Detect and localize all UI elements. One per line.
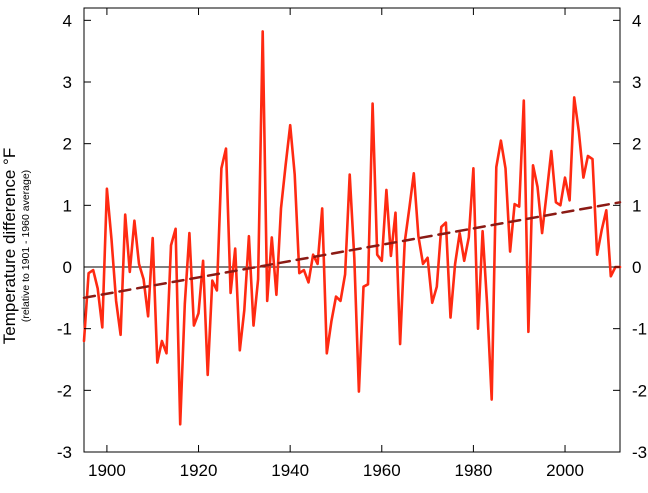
ticks-layer: -3 -3 -2 -2 -1 -1 0 0 1 1 2 2 3 3 4 4 1900 1920 1940 1960 19… — [57, 8, 647, 480]
y-tick-label-left: -3 — [57, 443, 72, 462]
temperature-series-line — [82, 30, 622, 426]
y-tick-label-left: -1 — [57, 320, 72, 339]
y-axis-title: Temperature difference °F — [0, 148, 19, 344]
plot-area-frame — [83, 7, 621, 453]
y-tick-label-right: 4 — [632, 11, 641, 30]
x-tick-label: 1980 — [454, 461, 492, 480]
series-layer — [82, 30, 622, 426]
y-tick-label-right: -3 — [632, 443, 647, 462]
y-tick-label-left: 4 — [63, 11, 72, 30]
y-tick-label-right: 3 — [632, 73, 641, 92]
y-tick-label-left: -2 — [57, 381, 72, 400]
x-tick-label: 1920 — [180, 461, 218, 480]
y-axis-subtitle: (relative to 1901 - 1960 average) — [20, 170, 32, 322]
trend-line — [82, 201, 622, 300]
y-tick-label-right: 0 — [632, 258, 641, 277]
y-tick-label-left: 3 — [63, 73, 72, 92]
y-tick-label-left: 0 — [63, 258, 72, 277]
y-tick-label-right: -1 — [632, 320, 647, 339]
y-tick-label-left: 2 — [63, 135, 72, 154]
y-tick-label-right: 2 — [632, 135, 641, 154]
y-axis-title-group: Temperature difference °F (relative to 1… — [0, 148, 32, 344]
y-tick-label-left: 1 — [63, 196, 72, 215]
x-tick-label: 1900 — [88, 461, 126, 480]
x-tick-label: 1960 — [363, 461, 401, 480]
y-tick-label-right: 1 — [632, 196, 641, 215]
x-tick-label: 1940 — [271, 461, 309, 480]
x-tick-label: 2000 — [546, 461, 584, 480]
y-tick-label-right: -2 — [632, 381, 647, 400]
